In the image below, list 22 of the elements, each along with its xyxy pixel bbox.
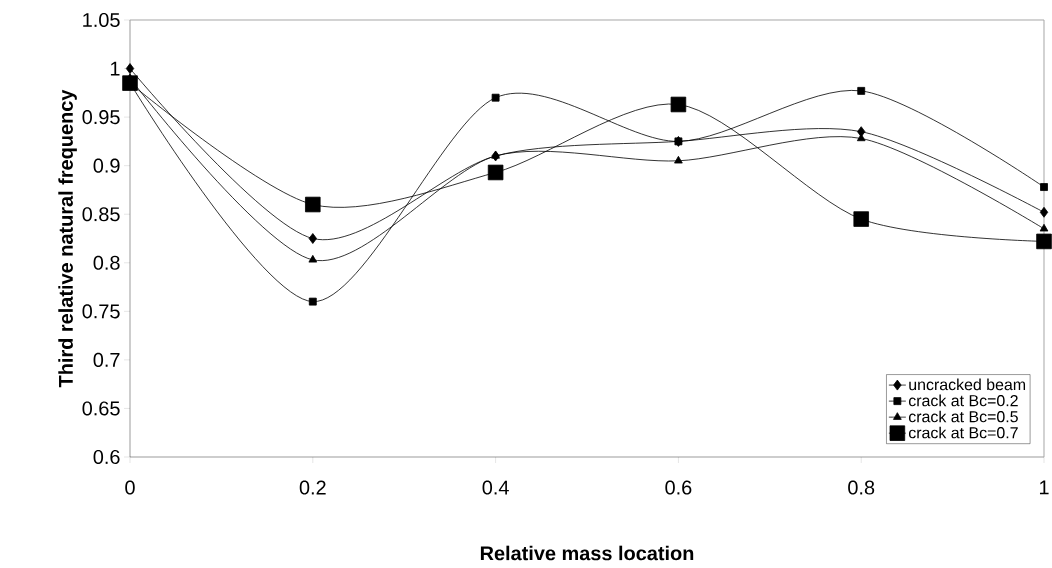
legend-label: crack at Bc=0.2 xyxy=(908,394,1018,407)
y-tick-label: 0.7 xyxy=(93,352,120,367)
x-tick-label: 0 xyxy=(125,480,135,495)
x-tick-label: 0.2 xyxy=(299,480,326,495)
y-tick-label: 0.8 xyxy=(93,255,120,270)
x-tick-label: 0.8 xyxy=(848,480,875,495)
legend-label: crack at Bc=0.7 xyxy=(908,426,1018,439)
y-tick-label: 0.9 xyxy=(93,158,120,173)
y-tick-label: 1 xyxy=(110,61,120,76)
y-tick-label: 0.85 xyxy=(82,207,120,222)
y-tick-label: 0.75 xyxy=(82,304,120,319)
x-axis-title: Relative mass location xyxy=(480,545,694,561)
y-axis-title: Third relative natural frequency xyxy=(58,89,77,388)
y-tick-label: 0.95 xyxy=(82,110,120,125)
legend-label: uncracked beam xyxy=(909,378,1026,391)
y-tick-label: 0.65 xyxy=(82,401,120,416)
y-tick-label: 1.05 xyxy=(83,12,120,28)
x-tick-label: 0.6 xyxy=(665,480,692,495)
legend-label: crack at Bc=0.5 xyxy=(908,410,1018,423)
x-tick-label: 0.4 xyxy=(482,480,509,495)
x-tick-label: 1 xyxy=(1039,480,1049,495)
y-tick-label: 0.6 xyxy=(93,449,120,465)
